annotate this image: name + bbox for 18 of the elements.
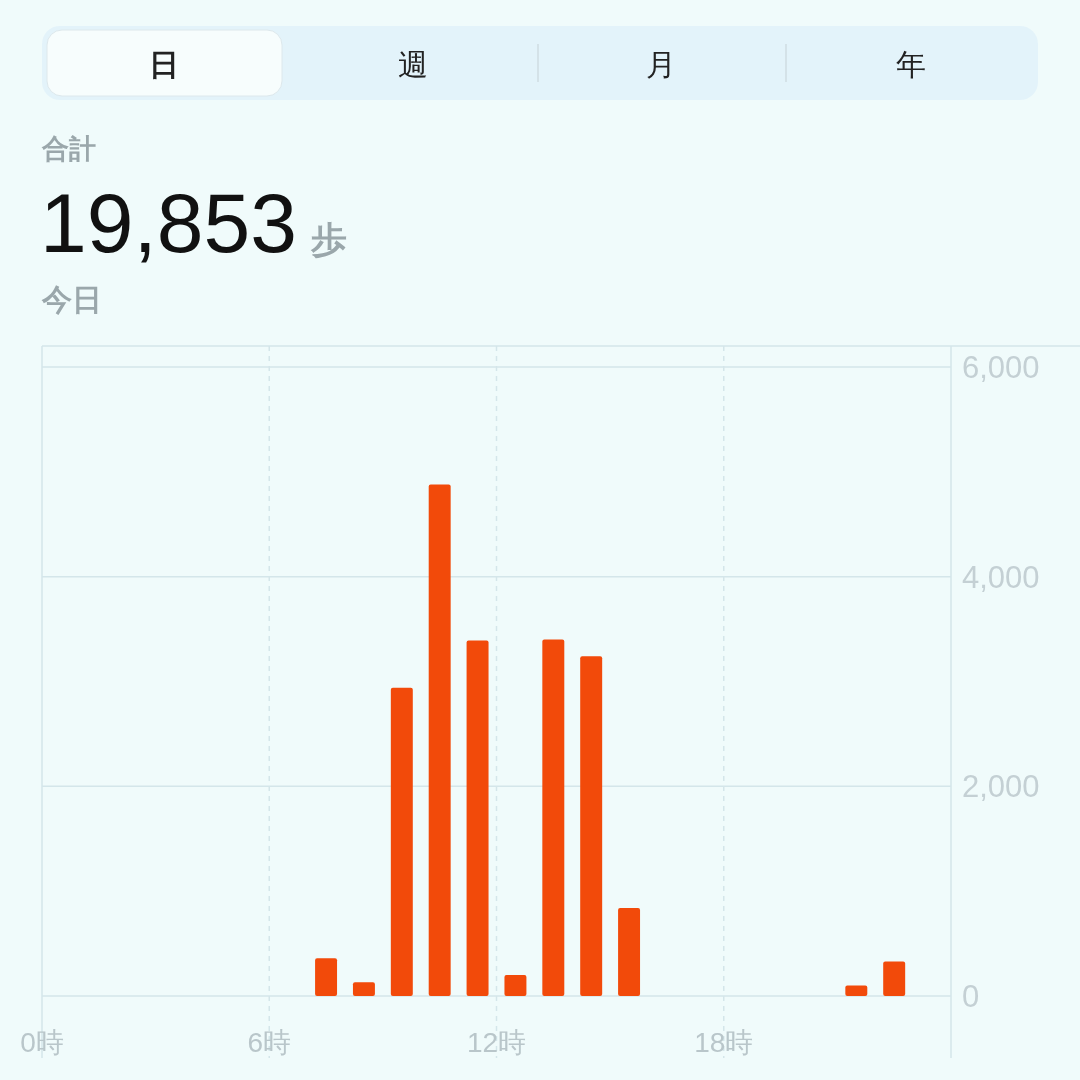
bar xyxy=(618,907,641,996)
bar xyxy=(352,982,375,996)
text: 月 xyxy=(646,48,676,81)
bar xyxy=(845,985,868,996)
bar xyxy=(504,975,527,996)
bar xyxy=(466,640,489,996)
bar xyxy=(580,656,603,996)
bar xyxy=(542,639,565,996)
text: 日 xyxy=(149,48,179,81)
bar xyxy=(428,484,451,996)
text: 合計 xyxy=(41,134,96,164)
text: 年 xyxy=(896,48,926,81)
text: 週 xyxy=(398,48,428,81)
bar xyxy=(883,961,906,996)
chart-title: 19,853 歩 xyxy=(40,176,347,270)
chart-subtitle: 今日 xyxy=(41,283,102,316)
bar xyxy=(315,958,338,996)
bar xyxy=(390,687,413,996)
